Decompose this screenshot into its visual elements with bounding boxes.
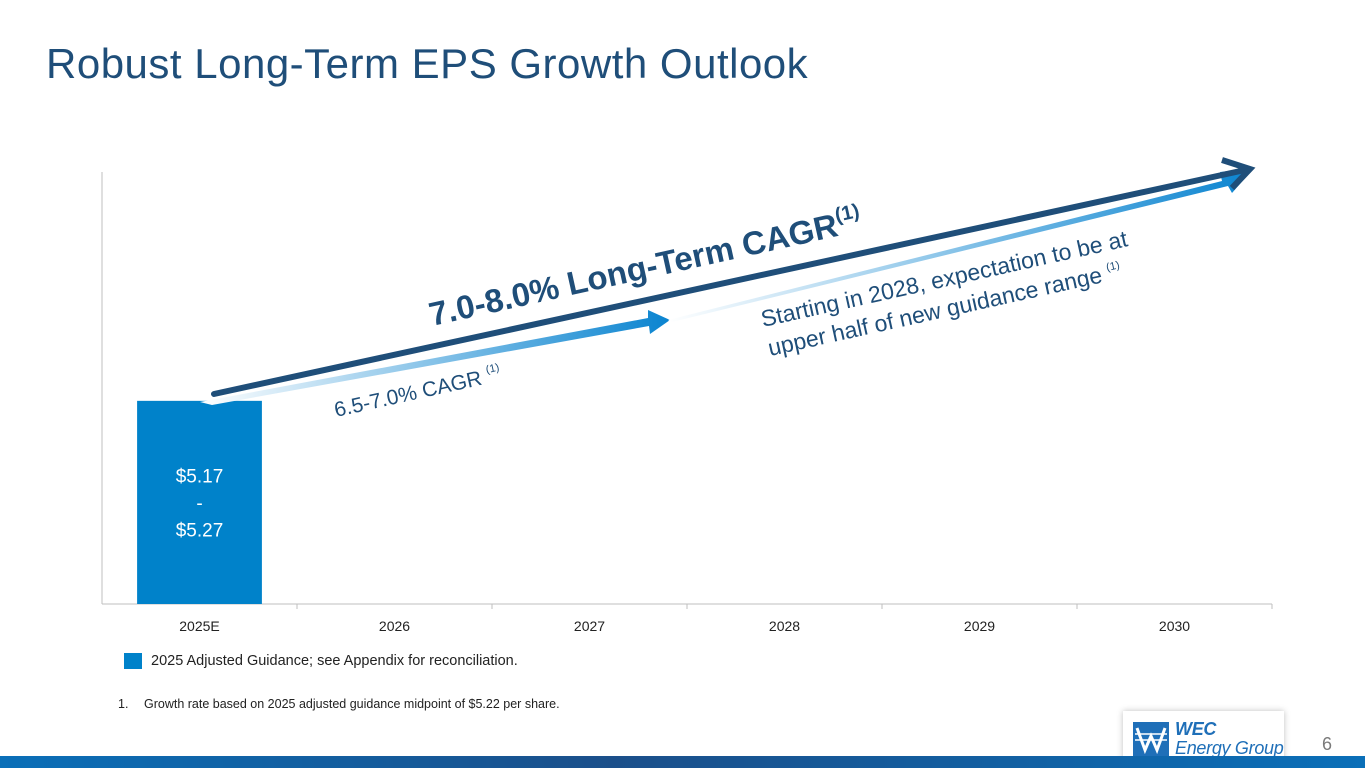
long-term-cagr-arrow [211,167,1248,397]
legend-label: 2025 Adjusted Guidance; see Appendix for… [151,653,518,669]
legend: 2025 Adjusted Guidance; see Appendix for… [124,653,518,669]
bar-value-label: $5.17 [176,466,224,487]
logo-line2: Energy Group [1175,738,1284,758]
bar-2025e [137,400,262,604]
wec-logo-text: WEC Energy Group [1175,719,1284,758]
bar-value-label: - [196,493,202,514]
long-term-arrow-head [1221,157,1256,191]
near-term-cagr-label: 6.5-7.0% CAGR(1) [332,362,503,422]
page-title: Robust Long-Term EPS Growth Outlook [46,40,809,87]
near-term-cagr-arrow [200,310,670,405]
long-term-cagr-sup: (1) [833,200,862,227]
footnote: 1. Growth rate based on 2025 adjusted gui… [118,697,560,711]
legend-swatch [124,653,142,669]
bottom-band [0,756,1365,768]
outlook-cagr-arrow [668,168,1254,322]
outlook-sup: (1) [1105,259,1121,274]
logo-line1: WEC [1175,719,1217,739]
x-tick-label: 2027 [574,618,605,634]
near-term-cagr-sup: (1) [485,362,501,377]
wec-logo-icon [1133,722,1169,756]
x-tick-label: 2026 [379,618,410,634]
x-tick-label: 2028 [769,618,800,634]
x-tick-label: 2029 [964,618,995,634]
footnote-number: 1. [118,697,129,711]
footnote-text: Growth rate based on 2025 adjusted guida… [144,697,560,711]
x-tick-label: 2025E [179,618,219,634]
x-tick-label: 2030 [1159,618,1190,634]
bar-value-label: $5.27 [176,520,224,541]
page-number: 6 [1322,734,1333,754]
